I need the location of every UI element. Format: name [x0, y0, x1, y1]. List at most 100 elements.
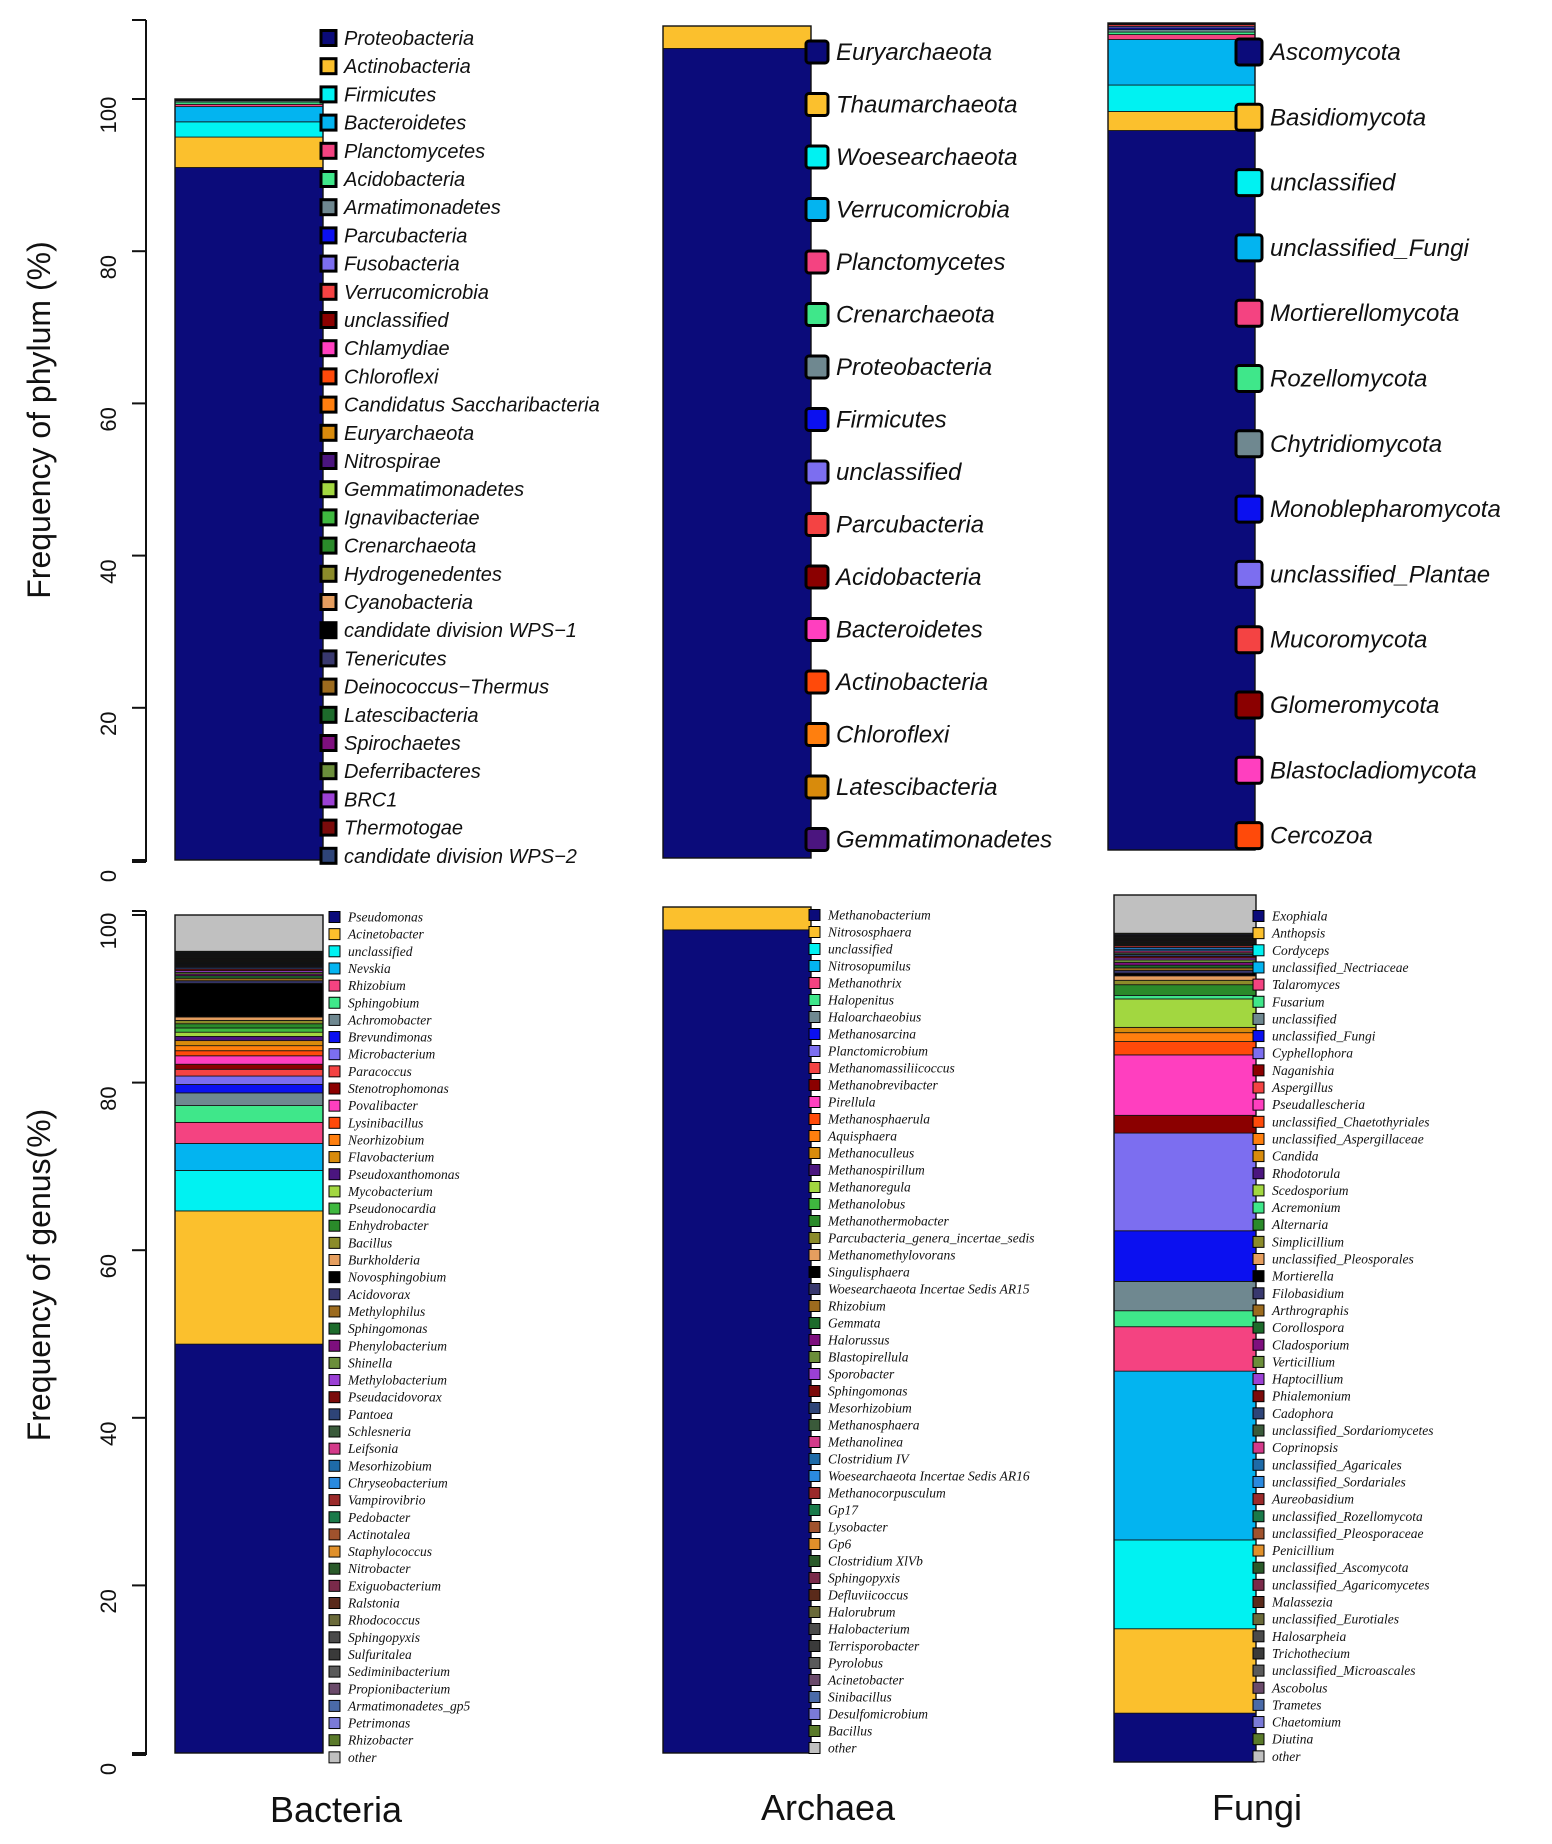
- bar-segment-fungi-genus-acremonium: [1113, 994, 1257, 1000]
- legend-label-bacteria-phylum-acidobacteria: Acidobacteria: [343, 169, 465, 191]
- legend-bacteria-genus: Pseudomonas Acinetobacter unclassified Nevs…: [328, 910, 470, 1765]
- legend-swatch-archaea-genus-defluviicoccus: [808, 1589, 821, 1601]
- legend-swatch-bacteria-phylum-spirochaetes: [319, 734, 338, 752]
- legend-swatch-archaea-phylum-euryarchaeota: [804, 39, 830, 65]
- legend-label-fungi-genus-candida: Candida: [1272, 1149, 1319, 1164]
- legend-label-archaea-phylum-euryarchaeota: Euryarchaeota: [836, 39, 992, 66]
- legend-label-fungi-genus-exophiala: Exophiala: [1271, 909, 1328, 924]
- legend-label-fungi-genus-coprinopsis: Coprinopsis: [1272, 1440, 1338, 1455]
- legend-label-fungi-genus-ascobolus: Ascobolus: [1271, 1680, 1328, 1695]
- legend-swatch-bacteria-genus-vampirovibrio: [328, 1494, 341, 1507]
- bar-segment-bacteria-genus-microbacterium: [174, 1075, 324, 1085]
- legend-label-bacteria-genus-other: other: [348, 1750, 377, 1765]
- legend-swatch-fungi-genus-anthopsis: [1252, 927, 1265, 940]
- legend-label-fungi-genus-cadophora: Cadophora: [1272, 1406, 1334, 1421]
- legend-swatch-fungi-genus-scedosporium: [1252, 1184, 1265, 1197]
- panel-label-bacteria: Bacteria: [270, 1789, 403, 1830]
- legend-label-fungi-genus-unclassified-agaricales: unclassified_Agaricales: [1272, 1457, 1402, 1472]
- legend-swatch-bacteria-genus-armatimonadetes-gp5: [328, 1699, 341, 1712]
- legend-label-archaea-genus-singulisphaera: Singulisphaera: [828, 1265, 910, 1280]
- bar-segment-archaea-genus-methanobacterium: [662, 929, 812, 1754]
- y-tick-label-bacteria-genus-60: 60: [96, 1254, 121, 1278]
- bar-segment-fungi-phylum-ascomycota: [1107, 130, 1256, 851]
- legend-label-bacteria-genus-rhizobacter: Rhizobacter: [347, 1733, 414, 1748]
- legend-label-archaea-genus-sporobacter: Sporobacter: [828, 1367, 895, 1382]
- chart-bacteria-genus: [174, 914, 324, 1754]
- legend-label-bacteria-genus-mesorhizobium: Mesorhizobium: [347, 1458, 432, 1473]
- legend-label-fungi-genus-arthrographis: Arthrographis: [1271, 1303, 1349, 1318]
- legend-label-bacteria-genus-lysinibacillus: Lysinibacillus: [347, 1115, 423, 1130]
- legend-swatch-fungi-genus-exophiala: [1252, 910, 1265, 922]
- legend-label-fungi-phylum-glomeromycota: Glomeromycota: [1270, 692, 1439, 719]
- legend-label-archaea-genus-methanosarcina: Methanosarcina: [827, 1027, 916, 1042]
- legend-swatch-bacteria-genus-acinetobacter: [328, 928, 341, 941]
- legend-swatch-archaea-phylum-thaumarchaeota: [804, 92, 830, 117]
- legend-swatch-fungi-phylum-cercozoa: [1234, 821, 1264, 851]
- legend-label-fungi-genus-pseudallescheria: Pseudallescheria: [1271, 1097, 1365, 1112]
- legend-label-bacteria-genus-shinella: Shinella: [348, 1355, 392, 1370]
- legend-swatch-fungi-phylum-chytridiomycota: [1234, 429, 1264, 459]
- bar-segment-bacteria-phylum-actinobacteria: [174, 136, 324, 168]
- legend-swatch-archaea-genus-pyrolobus: [808, 1657, 821, 1669]
- legend-swatch-bacteria-genus-flavobacterium: [328, 1151, 341, 1164]
- bar-segment-bacteria-genus-pseudoxanthomonas: [174, 1036, 324, 1042]
- legend-fungi-genus: Exophiala Anthopsis Cordyceps unclassified_…: [1252, 909, 1433, 1764]
- legend-label-archaea-phylum-verrucomicrobia: Verrucomicrobia: [836, 197, 1010, 224]
- legend-label-archaea-phylum-proteobacteria: Proteobacteria: [836, 354, 992, 381]
- legend-swatch-archaea-genus-methanolinea: [808, 1436, 821, 1448]
- legend-swatch-bacteria-phylum-nitrospirae: [319, 452, 338, 470]
- legend-swatch-fungi-genus-candida: [1252, 1150, 1265, 1163]
- legend-swatch-archaea-genus-sphingomonas: [808, 1385, 821, 1397]
- bar-segment-fungi-phylum-mortierellomycota: [1107, 34, 1256, 40]
- legend-swatch-fungi-genus-fusarium: [1252, 995, 1265, 1008]
- legend-label-fungi-genus-unclassified: unclassified: [1272, 1011, 1337, 1026]
- legend-swatch-fungi-genus-rhodotorula: [1252, 1167, 1265, 1180]
- legend-swatch-bacteria-phylum-hydrogenedentes: [319, 564, 338, 583]
- legend-swatch-archaea-genus-clostridium-iv: [808, 1453, 821, 1465]
- legend-label-bacteria-genus-actinotalea: Actinotalea: [347, 1527, 410, 1542]
- bar-outline-archaea-genus: [662, 906, 812, 1754]
- legend-label-fungi-genus-verticillium: Verticillium: [1272, 1354, 1335, 1369]
- legend-label-archaea-genus-methanoculleus: Methanoculleus: [827, 1146, 914, 1161]
- bar-segment-fungi-phylum-unclassified-fungi: [1107, 39, 1256, 86]
- legend-label-fungi-phylum-unclassified-plantae: unclassified_Plantae: [1270, 561, 1490, 588]
- legend-label-archaea-genus-sinibacillus: Sinibacillus: [828, 1690, 892, 1705]
- legend-label-fungi-genus-unclassified-pleosporaceae: unclassified_Pleosporaceae: [1272, 1526, 1423, 1541]
- legend-swatch-bacteria-genus-methylophilus: [328, 1305, 341, 1318]
- legend-swatch-bacteria-genus-other: [328, 1751, 341, 1764]
- legend-label-bacteria-genus-pedobacter: Pedobacter: [347, 1510, 411, 1525]
- legend-swatch-bacteria-genus-pseudonocardia: [328, 1202, 341, 1215]
- legend-label-fungi-genus-unclassified-ascomycota: unclassified_Ascomycota: [1272, 1560, 1409, 1575]
- legend-swatch-fungi-genus-trametes: [1252, 1698, 1265, 1711]
- legend-swatch-fungi-genus-halosarpheia: [1252, 1630, 1265, 1643]
- legend-label-fungi-genus-mortierella: Mortierella: [1271, 1269, 1334, 1284]
- legend-label-bacteria-genus-bacillus: Bacillus: [348, 1235, 392, 1250]
- legend-label-bacteria-phylum-gemmatimonadetes: Gemmatimonadetes: [344, 479, 524, 501]
- legend-swatch-archaea-genus-rhizobium: [808, 1300, 821, 1312]
- legend-swatch-archaea-genus-woesearchaeota-incertae-sedis-ar15: [808, 1283, 821, 1295]
- legend-swatch-fungi-genus-chaetomium: [1252, 1716, 1265, 1729]
- legend-label-fungi-genus-anthopsis: Anthopsis: [1271, 926, 1325, 941]
- y-tick-label-bacteria-genus-100: 100: [96, 913, 121, 950]
- bar-segment-fungi-genus-corollospora: [1113, 964, 1257, 969]
- legend-label-bacteria-phylum-chlamydiae: Chlamydiae: [344, 338, 450, 360]
- legend-label-bacteria-phylum-candidate-division-wps-2: candidate division WPS−2: [344, 846, 577, 868]
- legend-label-archaea-phylum-planctomycetes: Planctomycetes: [836, 249, 1005, 276]
- legend-swatch-fungi-genus-cadophora: [1252, 1407, 1265, 1420]
- legend-label-bacteria-genus-ralstonia: Ralstonia: [347, 1596, 400, 1611]
- legend-label-bacteria-genus-acinetobacter: Acinetobacter: [347, 927, 424, 942]
- y-tick-label-bacteria-genus-80: 80: [96, 1086, 121, 1110]
- legend-swatch-bacteria-genus-neorhizobium: [328, 1133, 341, 1146]
- legend-label-archaea-genus-methanolinea: Methanolinea: [827, 1435, 903, 1450]
- legend-label-archaea-genus-sphingopyxis: Sphingopyxis: [828, 1571, 900, 1586]
- legend-swatch-bacteria-genus-sphingopyxis: [328, 1631, 341, 1644]
- legend-label-bacteria-phylum-parcubacteria: Parcubacteria: [344, 225, 467, 247]
- legend-label-bacteria-genus-pantoea: Pantoea: [347, 1407, 393, 1422]
- legend-label-bacteria-genus-nitrobacter: Nitrobacter: [347, 1561, 411, 1576]
- legend-label-archaea-phylum-bacteroidetes: Bacteroidetes: [836, 617, 983, 644]
- legend-label-fungi-genus-simplicillium: Simplicillium: [1272, 1234, 1344, 1249]
- bar-segment-bacteria-genus-novosphingobium: [174, 982, 324, 1018]
- legend-label-archaea-phylum-latescibacteria: Latescibacteria: [836, 774, 997, 801]
- legend-label-archaea-genus-gemmata: Gemmata: [828, 1316, 881, 1331]
- legend-label-fungi-genus-chaetomium: Chaetomium: [1272, 1715, 1341, 1730]
